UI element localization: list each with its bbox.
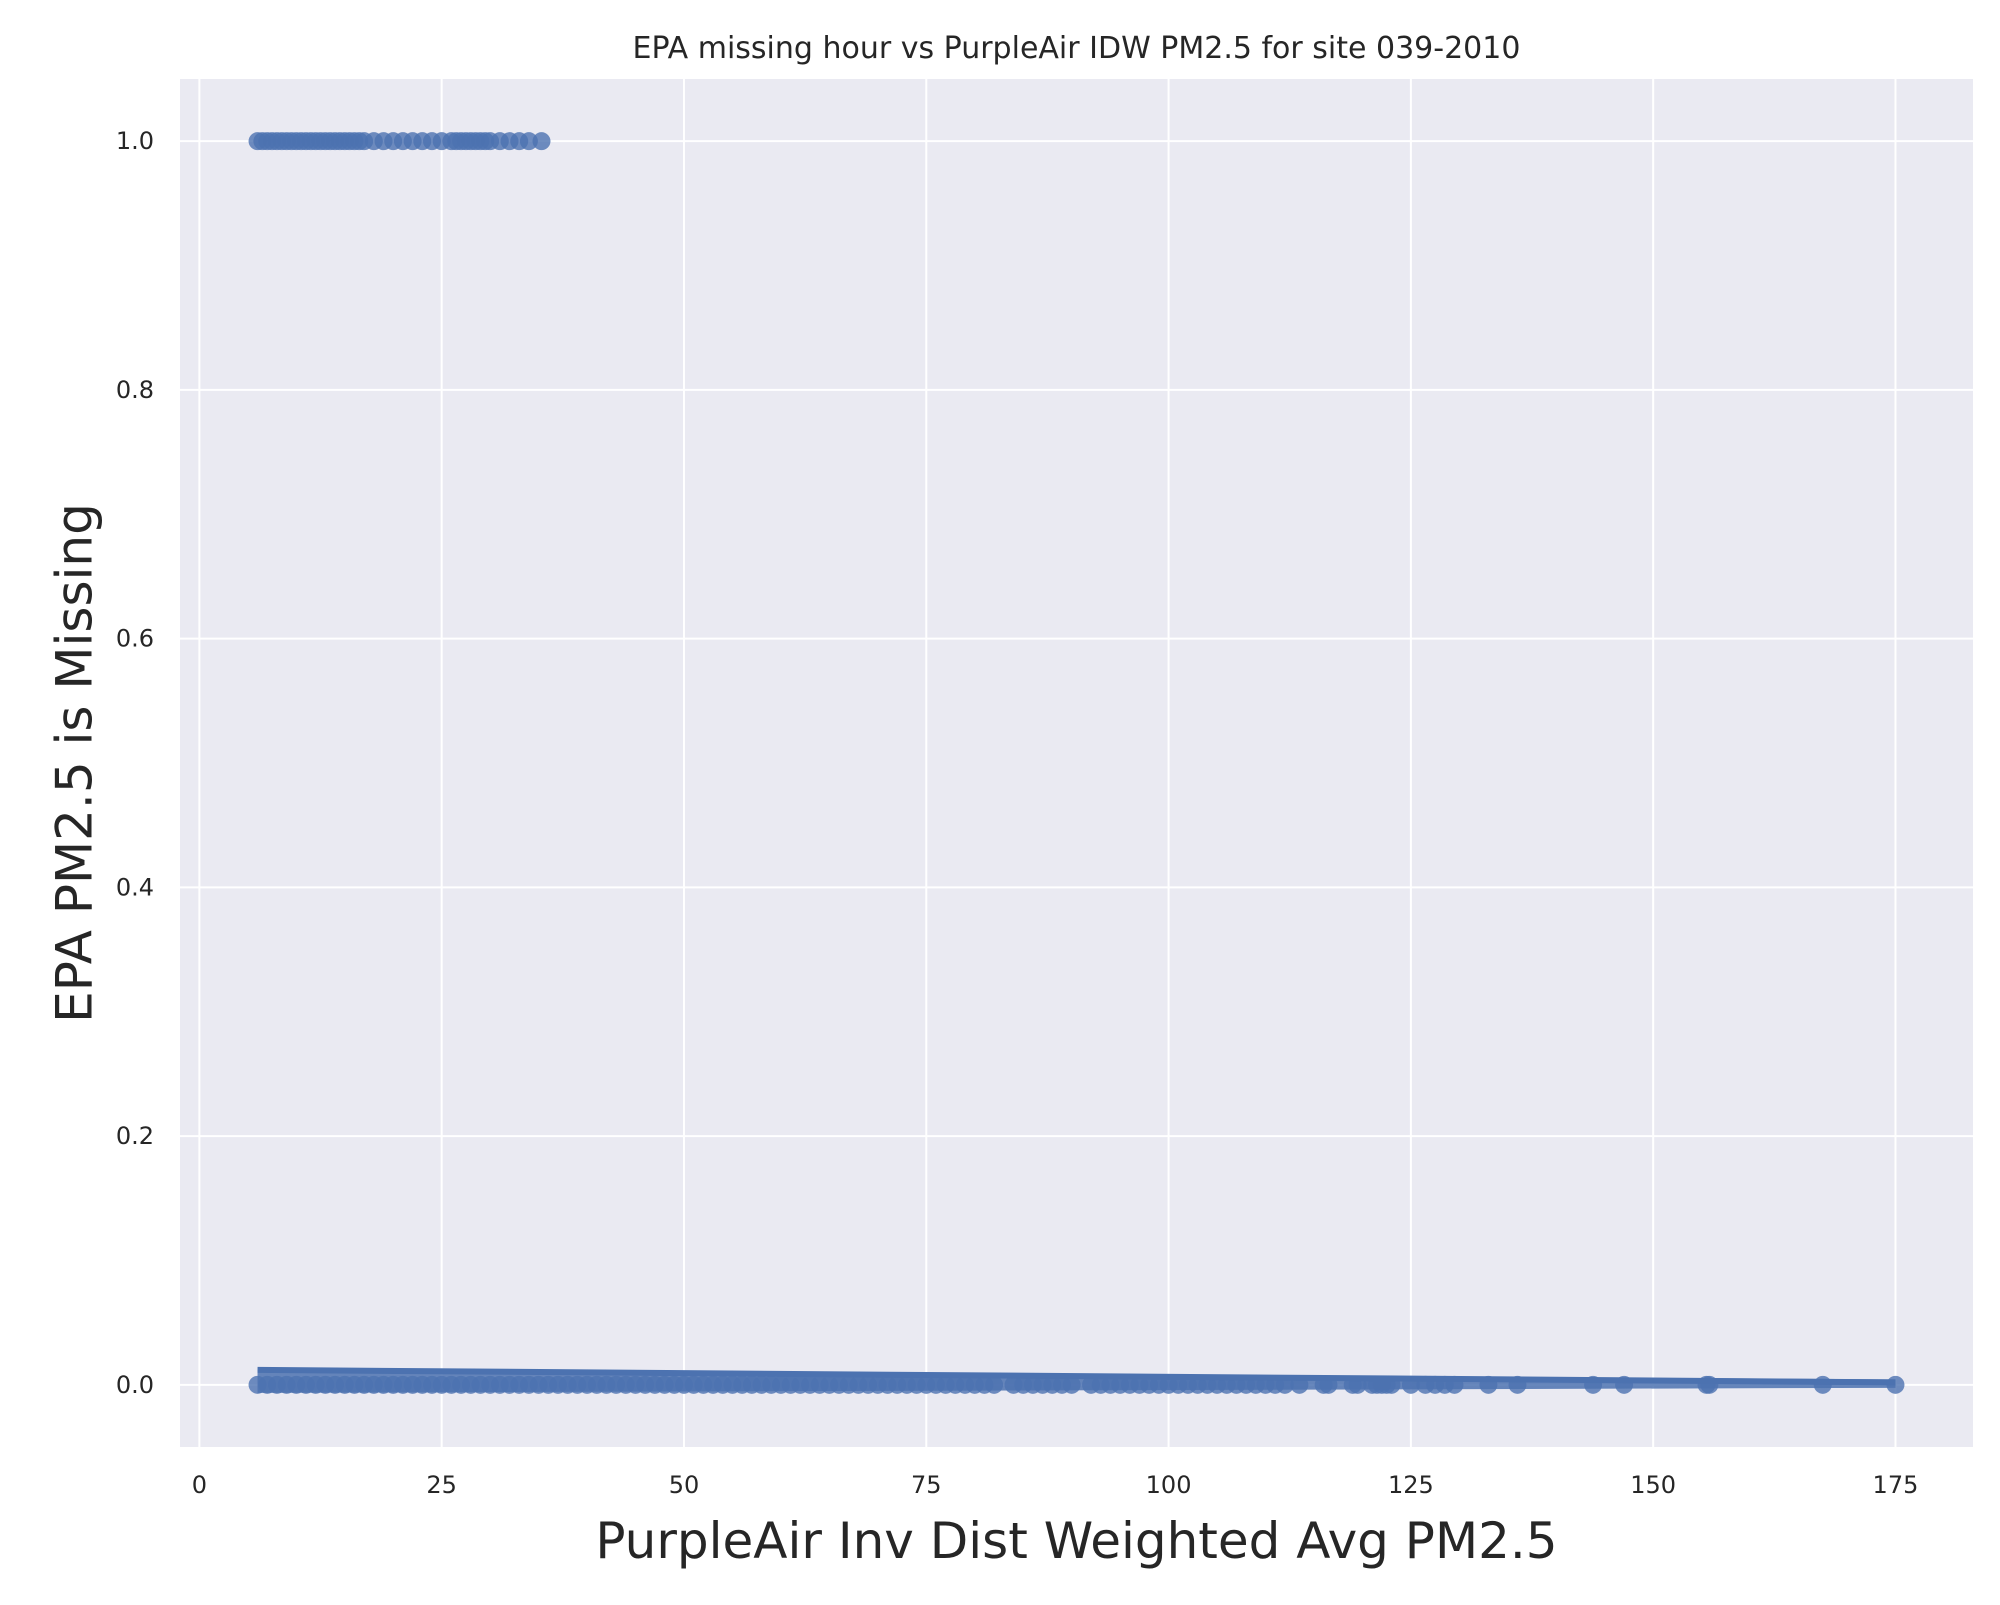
x-tick-label: 150 [1630,1471,1676,1499]
x-tick-label: 75 [911,1471,942,1499]
data-point-missing [519,132,538,151]
y-tick-label: 0.8 [116,376,154,404]
y-tick-label: 0.4 [116,873,154,901]
plot-area [180,79,1973,1447]
chart-title: EPA missing hour vs PurpleAir IDW PM2.5 … [633,31,1521,66]
x-axis-label: PurpleAir Inv Dist Weighted Avg PM2.5 [595,1512,1557,1570]
grid [180,79,1973,1447]
y-axis-ticks: 0.0 0.2 0.4 0.6 0.8 1.0 [116,127,154,1399]
y-tick-label: 0.2 [116,1122,154,1150]
fit-line [257,1366,1896,1386]
data-point-missing [532,132,551,151]
x-tick-label: 100 [1146,1471,1192,1499]
x-tick-label: 0 [192,1471,207,1499]
y-axis-label: EPA PM2.5 is Missing [46,503,104,1023]
x-tick-label: 175 [1873,1471,1919,1499]
x-tick-label: 25 [426,1471,457,1499]
y-tick-label: 1.0 [116,127,154,155]
x-tick-label: 125 [1388,1471,1434,1499]
y-tick-label: 0.0 [116,1371,154,1399]
x-tick-label: 50 [669,1471,700,1499]
regression-fit [257,1366,1896,1393]
y-tick-label: 0.6 [116,625,154,653]
x-axis-ticks: 0 25 50 75 100 125 150 175 [192,1471,1919,1499]
